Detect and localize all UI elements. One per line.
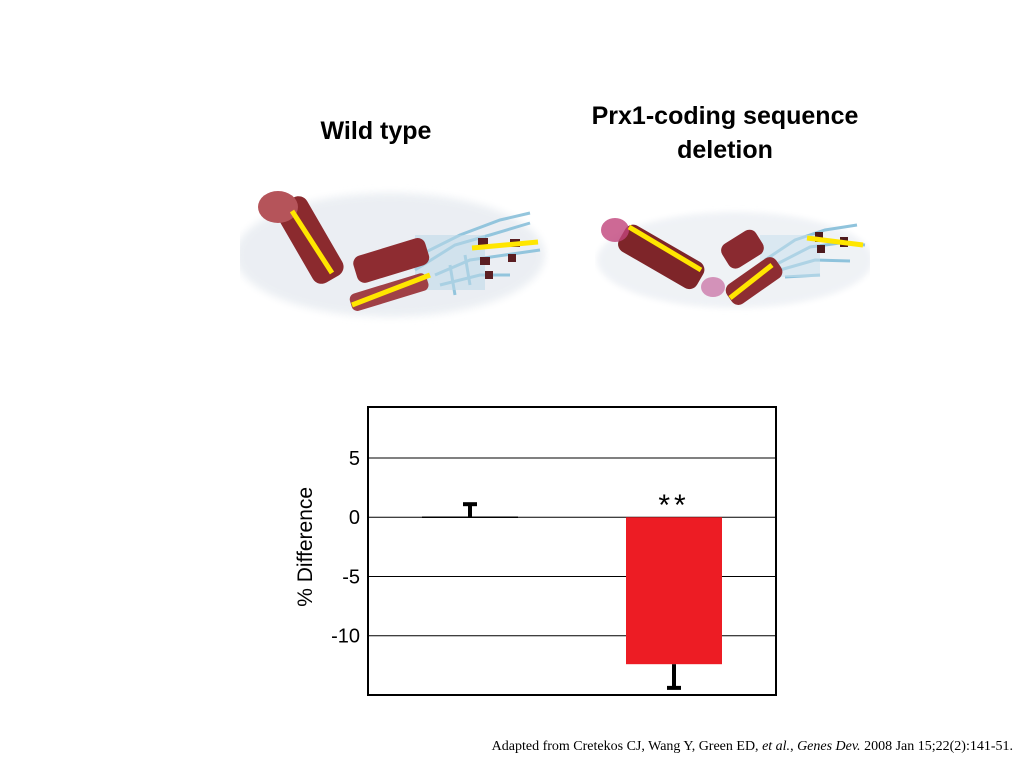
citation: Adapted from Cretekos CJ, Wang Y, Green … [0,739,1013,755]
deletion-label: Prx1-coding sequence deletion [560,99,890,167]
bar-2 [626,517,722,665]
plot-frame [367,406,777,696]
y-tick-label: 5 [349,448,360,470]
citation-journal: Genes Dev. [797,739,861,754]
citation-prefix: Adapted from Cretekos CJ, Wang Y, Green … [491,739,763,754]
wild-type-limb-image [240,191,545,317]
wild-type-label: Wild type [320,117,432,145]
deletion-limb-image [597,212,870,308]
citation-suffix: 2008 Jan 15;22(2):141-51. [860,739,1013,754]
y-tick-label: -5 [342,566,360,588]
difference-bar-chart: 5 0 -5 -10 ** % Difference [294,406,777,696]
y-axis-label: % Difference [294,487,317,607]
citation-separator: , [790,739,798,754]
citation-etal: et al. [762,739,791,754]
y-tick-label: 0 [349,507,360,529]
y-tick-label: -10 [331,626,360,648]
significance-annotation: ** [658,489,689,522]
deletion-label-line2: deletion [677,136,773,164]
deletion-label-line1: Prx1-coding sequence [591,102,859,130]
